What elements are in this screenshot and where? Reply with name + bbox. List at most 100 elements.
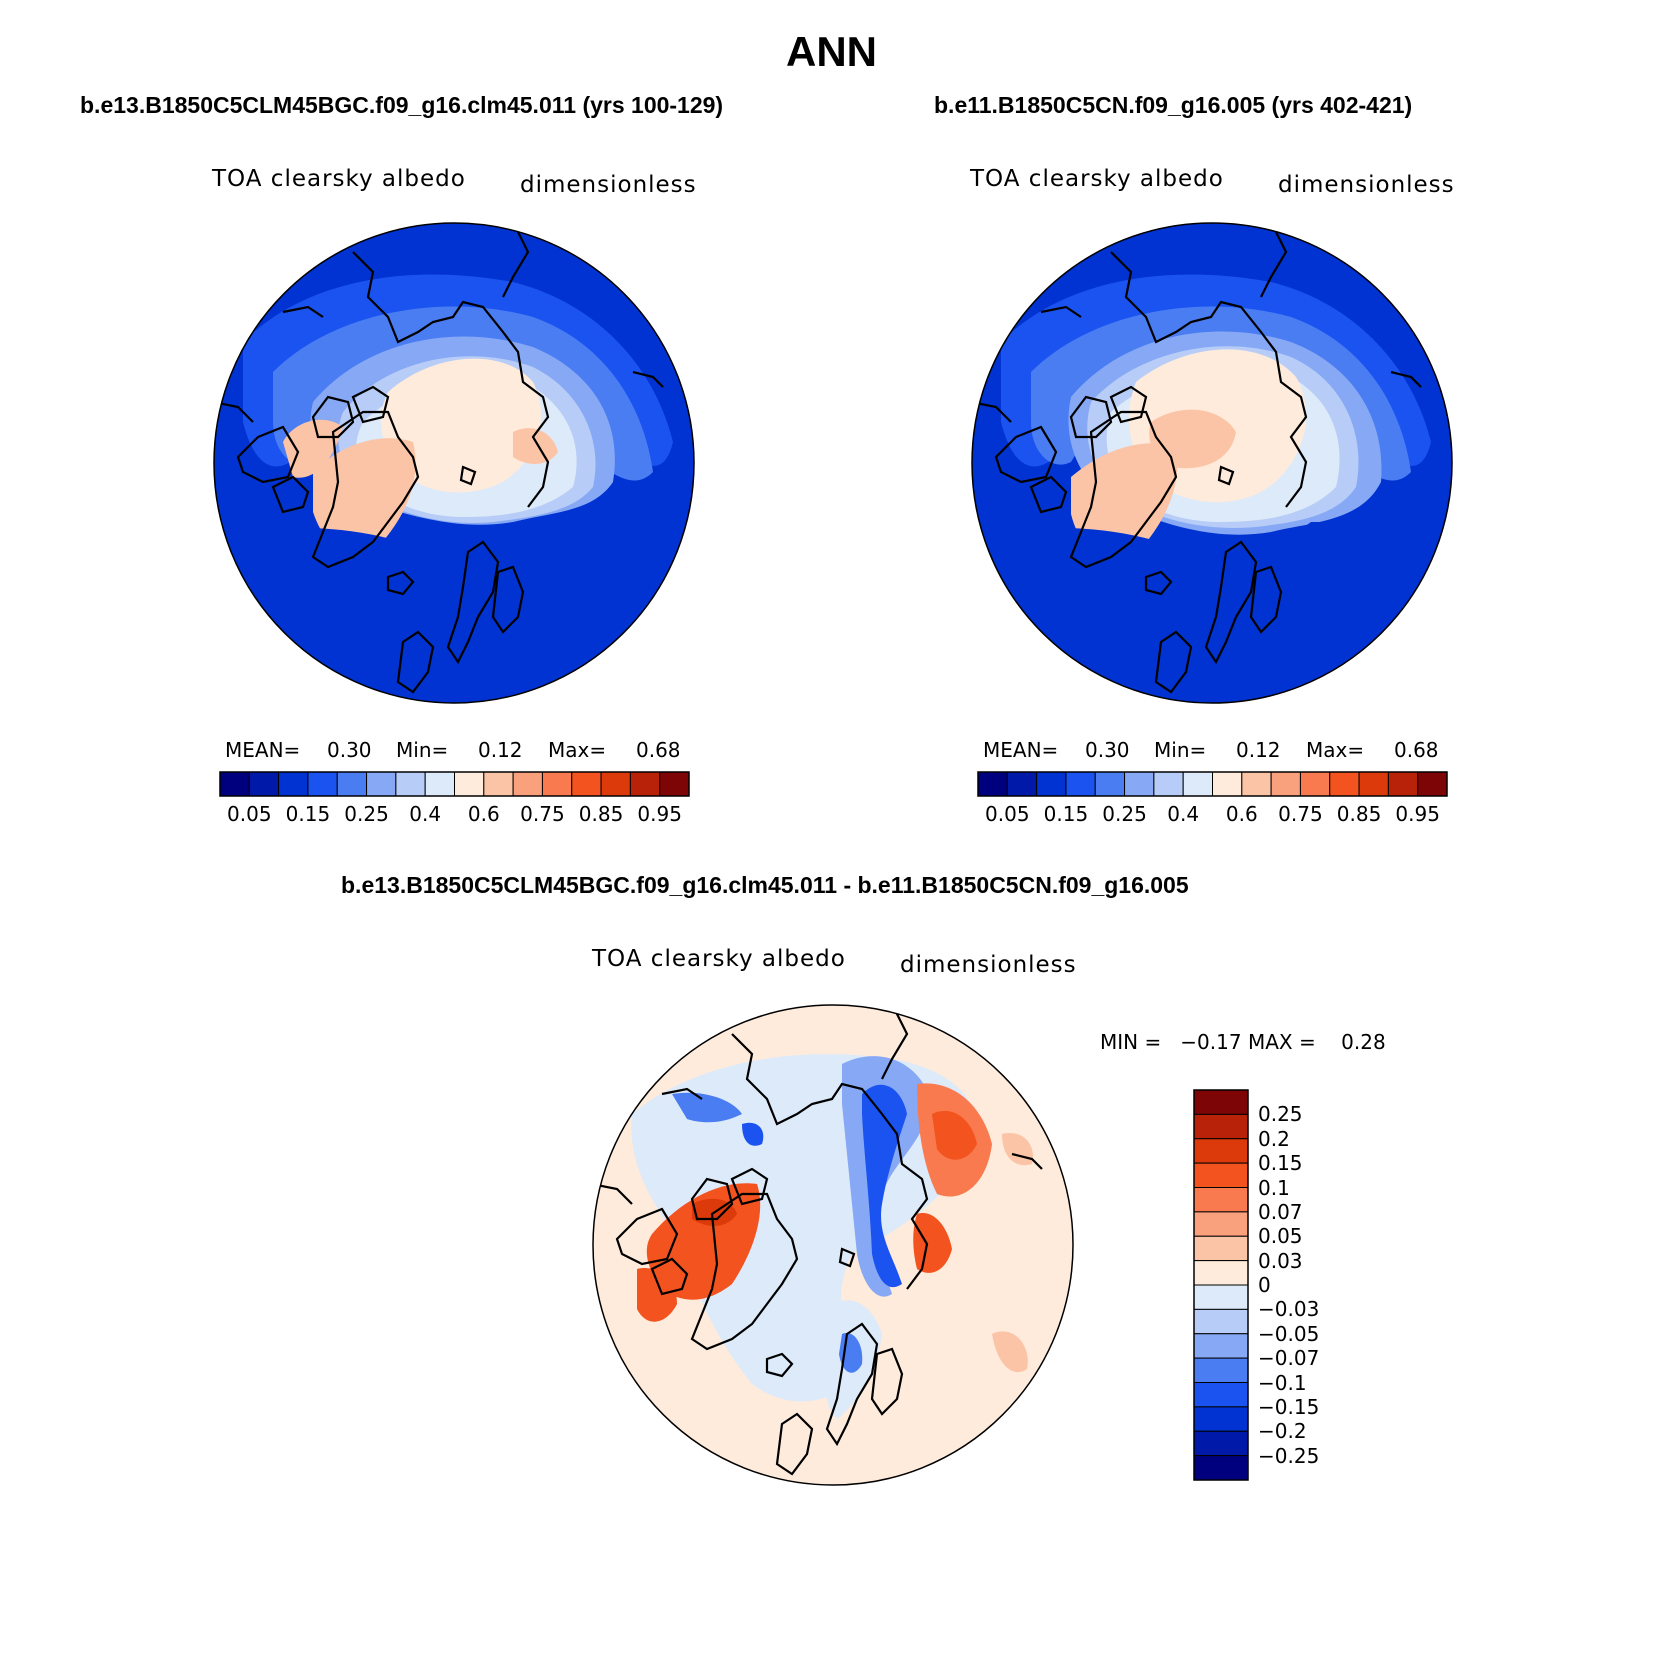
colorbar-tick-label: 0.05 [227,802,272,826]
figure-title: ANN [786,28,877,75]
colorbar-tick-label: 0.85 [1336,802,1382,826]
colorbar-frame [977,771,1448,797]
colorbar-swatch [454,771,485,797]
colorbar-tick-label: 0.25 [344,802,389,826]
colorbar-tick-label: 0.4 [409,802,442,826]
diff-case-title: b.e13.B1850C5CLM45BGC.f09_g16.clm45.011 … [341,872,1189,898]
diff-units-label: dimensionless [900,952,1077,978]
colorbar-swatch [424,771,455,797]
colorbar-tick-label: 0.03 [1258,1248,1303,1273]
panel-1-max-value: 0.68 [636,738,681,762]
colorbar-swatch [1182,771,1213,797]
panel-2-max-label: Max= [1306,738,1365,762]
colorbar-swatch [1153,771,1184,797]
colorbar-swatch [1193,1211,1249,1237]
colorbar-swatch [1193,1308,1249,1335]
colorbar-swatch [571,771,602,797]
panel-1-min-label: Min= [396,738,449,762]
panel-2-mean-label: MEAN= [983,738,1059,762]
colorbar-swatch [1193,1430,1249,1457]
colorbar-swatch [1387,771,1419,797]
panel-1-case-title: b.e13.B1850C5CLM45BGC.f09_g16.clm45.011 … [80,92,724,118]
colorbar-tick-label: 0.25 [1258,1102,1303,1127]
panel-2-case-title: b.e11.B1850C5CN.f09_g16.005 (yrs 402-421… [934,92,1413,118]
colorbar-swatch [1193,1357,1249,1383]
colorbar-tick-label: 0.75 [520,802,565,826]
colorbar-tick-label: −0.05 [1258,1321,1320,1346]
colorbar-swatch [1417,771,1448,797]
panel-2-min-value: 0.12 [1236,738,1281,762]
colorbar-swatch [366,771,397,797]
colorbar-swatch [600,771,631,797]
colorbar-swatch [1212,771,1243,797]
colorbar-swatch [1193,1089,1249,1115]
colorbar-swatch [1193,1187,1249,1213]
colorbar-swatch [977,771,1008,797]
colorbar-swatch [1193,1455,1249,1481]
panel-1-max-label: Max= [548,738,607,762]
diff-variable-label: TOA clearsky albedo [592,946,846,972]
colorbar-swatch [512,771,543,797]
colorbar-tick-label: 0.05 [1258,1224,1303,1249]
panel-2-units-label: dimensionless [1278,172,1455,198]
colorbar-frame [219,771,690,797]
colorbar-swatch [1193,1382,1249,1408]
panel-2-max-value: 0.68 [1394,738,1439,762]
panel-1-min-value: 0.12 [478,738,523,762]
colorbar-tick-label: 0.15 [1043,802,1089,826]
panel-1-variable-label: TOA clearsky albedo [212,166,466,192]
panel-2-min-label: Min= [1154,738,1207,762]
colorbar-tick-label: 0 [1258,1273,1271,1297]
colorbar-swatch [336,771,368,797]
colorbar-tick-label: 0.07 [1258,1199,1303,1224]
colorbar-swatch [1124,771,1155,797]
colorbar-swatch [1094,771,1126,797]
colorbar-tick-label: 0.15 [1258,1151,1303,1176]
colorbar-swatch [541,771,573,797]
colorbar-swatch [629,771,661,797]
colorbar-tick-label: 0.6 [467,802,500,826]
colorbar-tick-label: 0.15 [285,802,331,826]
colorbar-swatch [1241,771,1272,797]
panel-2-colorbar [977,771,1448,797]
colorbar-swatch [1006,771,1038,797]
colorbar-swatch [1299,771,1331,797]
colorbar-tick-label: 0.75 [1278,802,1323,826]
colorbar-swatch [1358,771,1389,797]
colorbar-swatch [1270,771,1301,797]
panel-1-mean-label: MEAN= [225,738,301,762]
panel-1-polar-map [213,222,695,704]
colorbar-swatch [1065,771,1096,797]
panel-2-polar-map [971,222,1453,704]
colorbar-swatch [1193,1162,1249,1188]
colorbar-swatch [395,771,426,797]
colorbar-swatch [307,771,338,797]
colorbar-tick-label: −0.03 [1258,1297,1320,1322]
colorbar-tick-label: 0.4 [1167,802,1200,826]
colorbar-tick-label: 0.1 [1258,1175,1290,1200]
colorbar-swatch [219,771,250,797]
colorbar-tick-label: 0.95 [1395,802,1440,826]
colorbar-tick-label: 0.95 [637,802,682,826]
colorbar-tick-label: 0.6 [1225,802,1258,826]
colorbar-swatch [248,771,280,797]
colorbar-tick-label: 0.25 [1102,802,1147,826]
colorbar-swatch [483,771,514,797]
colorbar-tick-label: 0.05 [985,802,1030,826]
colorbar-swatch [1329,771,1360,797]
colorbar-frame [1193,1089,1249,1481]
diff-polar-map [592,1004,1074,1486]
diff-min-max-text: MIN = −0.17 MAX = 0.28 [1100,1030,1386,1054]
panel-2-mean-value: 0.30 [1085,738,1130,762]
colorbar-swatch [1193,1260,1249,1286]
colorbar-tick-label: 0.85 [578,802,624,826]
colorbar-tick-label: −0.1 [1258,1370,1307,1395]
colorbar-swatch [1036,771,1067,797]
colorbar-swatch [1193,1406,1249,1432]
colorbar-tick-label: −0.07 [1258,1346,1320,1371]
panel-1-colorbar [219,771,690,797]
colorbar-tick-label: 0.2 [1258,1126,1290,1151]
colorbar-tick-label: −0.2 [1258,1419,1307,1444]
colorbar-swatch [659,771,690,797]
colorbar-swatch [1193,1333,1249,1359]
